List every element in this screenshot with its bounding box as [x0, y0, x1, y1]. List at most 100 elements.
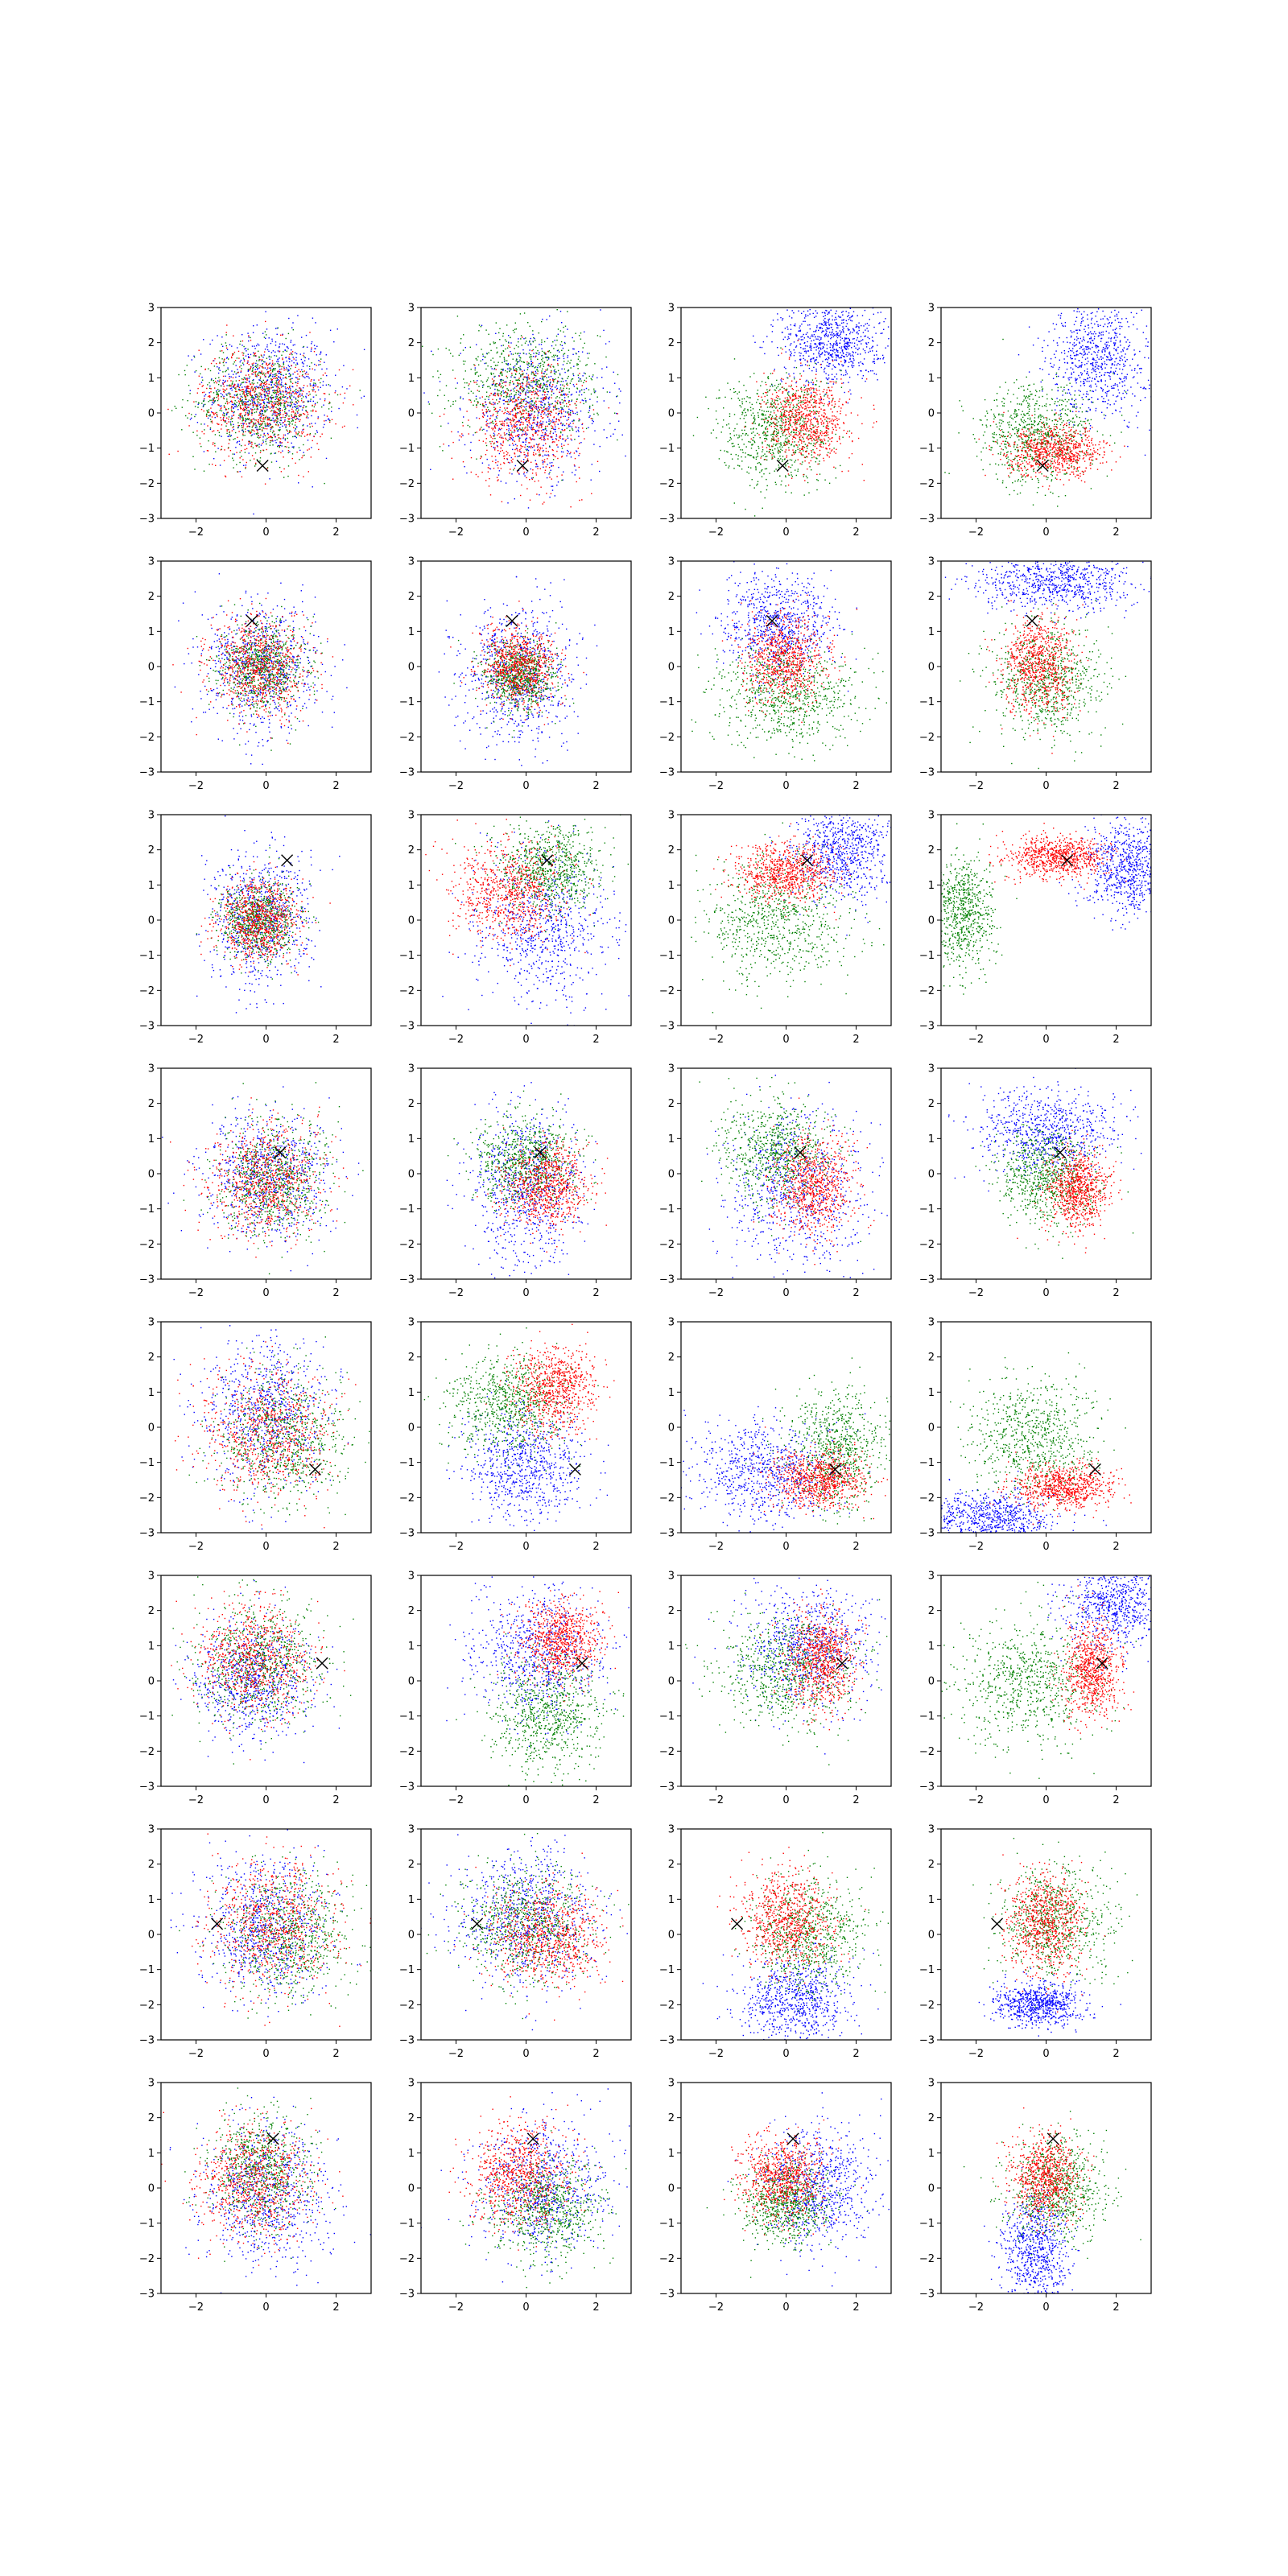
scatter-point [244, 435, 245, 436]
scatter-point [301, 395, 302, 396]
scatter-point [526, 373, 527, 374]
scatter-point [842, 329, 843, 330]
scatter-point [498, 474, 499, 475]
scatter-point [248, 441, 249, 442]
scatter-point [517, 412, 518, 413]
scatter-point [553, 429, 554, 430]
scatter-point [494, 368, 495, 369]
scatter-point [193, 356, 194, 357]
scatter-point [581, 394, 582, 395]
scatter-point [578, 364, 579, 365]
scatter-point [583, 382, 584, 383]
scatter-point [218, 384, 219, 385]
scatter-point [579, 394, 580, 395]
scatter-point [529, 422, 530, 423]
scatter-point [257, 437, 258, 438]
scatter-point [858, 333, 859, 334]
scatter-point [217, 400, 218, 401]
scatter-point [278, 425, 279, 426]
scatter-point [544, 455, 545, 456]
scatter-point [313, 384, 314, 385]
scatter-point [270, 429, 271, 430]
scatter-point [536, 389, 537, 390]
scatter-point [272, 407, 273, 408]
scatter-point [814, 317, 815, 318]
scatter-point [337, 328, 338, 329]
scatter-point [255, 396, 256, 397]
scatter-point [533, 477, 534, 478]
scatter-point [546, 422, 547, 423]
scatter-point [517, 361, 518, 362]
scatter-point [222, 371, 223, 372]
scatter-point [241, 360, 242, 361]
scatter-point [295, 398, 296, 399]
scatter-point [232, 397, 233, 398]
scatter-point [505, 438, 506, 439]
scatter-point [457, 382, 458, 383]
scatter-point [286, 447, 287, 448]
scatter-point [546, 466, 547, 467]
scatter-point [556, 451, 557, 452]
scatter-point [526, 386, 527, 387]
scatter-point [593, 409, 594, 410]
scatter-point [243, 389, 244, 390]
scatter-point [519, 427, 520, 428]
scatter-point [564, 425, 565, 426]
scatter-point [834, 352, 835, 353]
scatter-point [552, 489, 553, 490]
scatter-point [533, 381, 534, 382]
scatter-point [276, 375, 277, 376]
scatter-point [508, 335, 509, 336]
scatter-point [527, 322, 528, 323]
scatter-point [261, 370, 262, 371]
scatter-point [804, 351, 805, 352]
scatter-point [296, 385, 297, 386]
scatter-point [243, 393, 244, 394]
scatter-point [508, 462, 509, 463]
scatter-point [496, 423, 497, 424]
scatter-point [483, 384, 484, 385]
scatter-point [304, 414, 305, 415]
scatter-point [883, 329, 884, 330]
scatter-point [859, 330, 860, 331]
scatter-point [283, 437, 284, 438]
scatter-point [277, 334, 278, 335]
scatter-point [564, 372, 565, 373]
scatter-point [288, 392, 289, 393]
scatter-point [218, 398, 219, 399]
scatter-point [188, 425, 189, 426]
scatter-point [483, 429, 484, 430]
scatter-point [226, 370, 227, 371]
scatter-point [249, 388, 250, 389]
scatter-point [444, 408, 445, 409]
scatter-point [309, 366, 310, 367]
scatter-point [303, 455, 304, 456]
scatter-point [243, 379, 244, 380]
scatter-point [309, 434, 310, 435]
scatter-point [567, 328, 568, 329]
scatter-point [289, 396, 290, 397]
scatter-point [501, 395, 502, 396]
scatter-point [556, 418, 557, 419]
scatter-point [226, 389, 227, 390]
scatter-point [247, 332, 248, 333]
scatter-point [544, 385, 545, 386]
scatter-point [227, 412, 228, 413]
scatter-point [254, 443, 255, 444]
scatter-point [529, 446, 530, 447]
scatter-point [533, 349, 534, 350]
scatter-point [519, 449, 520, 450]
scatter-point [536, 406, 537, 407]
scatter-point [225, 342, 226, 343]
scatter-point [243, 425, 244, 426]
scatter-point [308, 358, 309, 359]
scatter-point [849, 359, 850, 360]
scatter-point [824, 354, 825, 355]
scatter-point [264, 410, 265, 411]
scatter-point [533, 341, 534, 342]
scatter-point [556, 389, 557, 390]
scatter-point [564, 353, 565, 354]
scatter-point [499, 470, 500, 471]
scatter-point [562, 378, 563, 379]
scatter-point [563, 402, 564, 403]
